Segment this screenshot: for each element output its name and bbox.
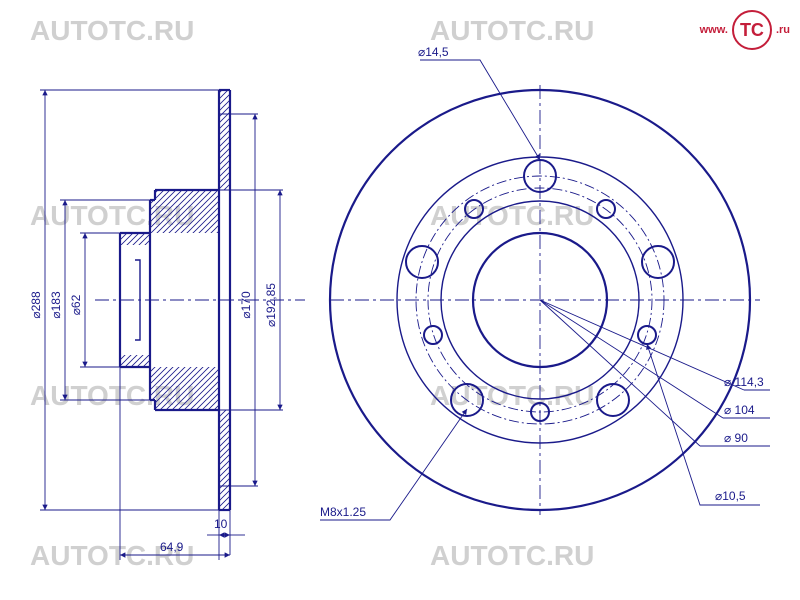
- side-view: ⌀288 ⌀183 ⌀62 ⌀170 ⌀192,85 10 64,9: [29, 90, 305, 560]
- brand-prefix: www.: [700, 24, 728, 36]
- dim-d170: ⌀170: [239, 291, 253, 319]
- dim-w10: 10: [214, 517, 228, 531]
- dim-d288: ⌀288: [29, 291, 43, 319]
- brand-icon: TC: [732, 10, 772, 50]
- dim-thread: M8x1.25: [320, 505, 366, 519]
- dim-d104: ⌀ 104: [724, 403, 755, 417]
- dim-d62: ⌀62: [69, 294, 83, 315]
- technical-drawing: ⌀288 ⌀183 ⌀62 ⌀170 ⌀192,85 10 64,9: [0, 0, 800, 600]
- dim-w649: 64,9: [160, 540, 184, 554]
- dim-d90: ⌀ 90: [724, 431, 748, 445]
- front-view: ⌀14,5 M8x1.25 ⌀10,5 ⌀ 114,3 ⌀ 104 ⌀ 90: [320, 45, 770, 520]
- brand-icon-text: TC: [740, 20, 764, 41]
- dim-d19285: ⌀192,85: [264, 283, 278, 327]
- dim-d145: ⌀14,5: [418, 45, 449, 59]
- dim-d105: ⌀10,5: [715, 489, 746, 503]
- brand-logo: www. TC .ru: [700, 10, 790, 50]
- dim-d1143: ⌀ 114,3: [724, 375, 764, 389]
- brand-suffix: .ru: [776, 24, 790, 36]
- dim-d183: ⌀183: [49, 291, 63, 319]
